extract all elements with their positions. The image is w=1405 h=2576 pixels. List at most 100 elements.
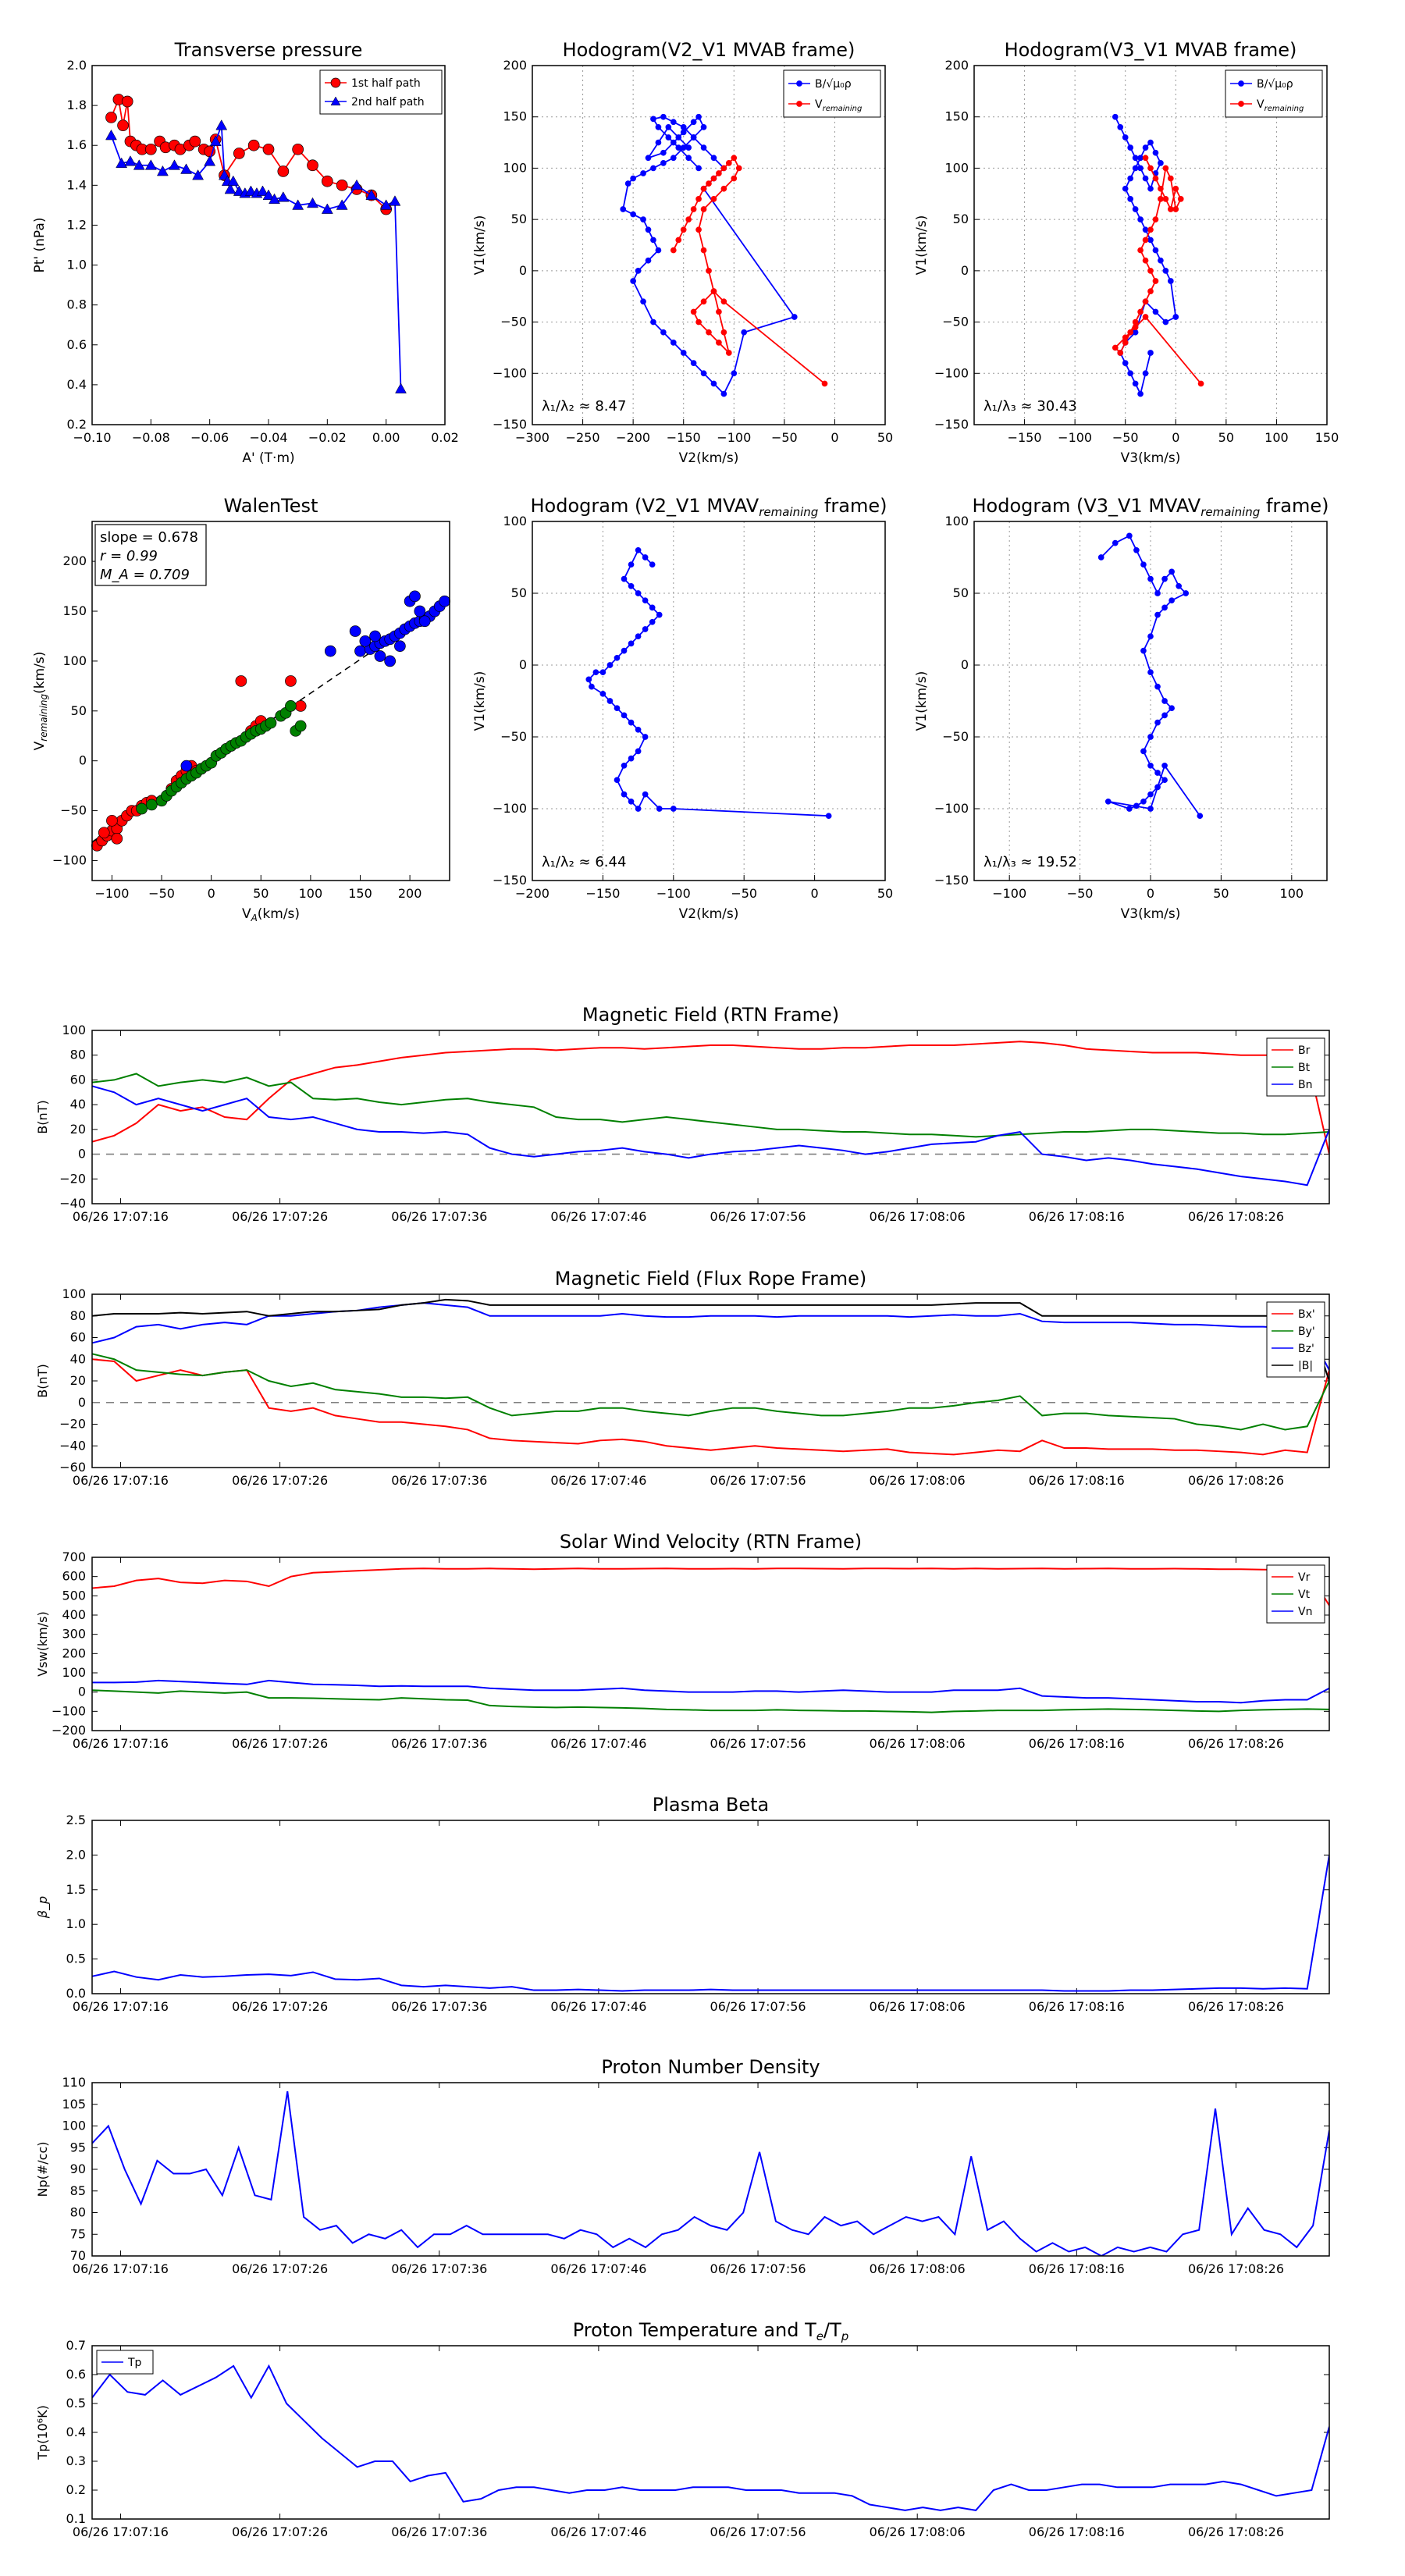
data-point bbox=[670, 340, 677, 346]
y-tick-label: −60 bbox=[59, 1460, 86, 1475]
data-point bbox=[1126, 532, 1133, 539]
data-point bbox=[720, 165, 727, 172]
y-tick-label: 400 bbox=[62, 1607, 86, 1622]
legend-label: Bn bbox=[1298, 1079, 1312, 1091]
x-tick-label: 50 bbox=[1213, 886, 1229, 901]
x-axis-label: V3(km/s) bbox=[1121, 450, 1181, 466]
eigenvalue-ratio: λ₁/λ₃ ≈ 19.52 bbox=[984, 854, 1077, 870]
x-axis-label: V2(km/s) bbox=[679, 450, 739, 466]
chart-title: Plasma Beta bbox=[653, 1794, 769, 1816]
y-tick-label: 0.8 bbox=[67, 297, 87, 312]
legend-label: B/√μ₀ρ bbox=[1257, 78, 1293, 91]
data-point bbox=[1140, 798, 1147, 805]
data-point bbox=[592, 669, 599, 676]
data-point bbox=[1147, 806, 1154, 812]
data-point bbox=[690, 308, 697, 315]
legend-label: B/√μ₀ρ bbox=[815, 78, 852, 91]
y-tick-label: 0 bbox=[519, 657, 527, 672]
data-point bbox=[144, 143, 157, 155]
data-point bbox=[145, 799, 158, 811]
series-line-Np bbox=[92, 2090, 1329, 2256]
data-point bbox=[1133, 546, 1140, 553]
data-point bbox=[655, 139, 662, 146]
x-tick-label: 06/26 17:07:46 bbox=[550, 1209, 646, 1224]
data-point bbox=[1147, 575, 1154, 582]
data-point bbox=[247, 139, 260, 151]
plot-frame bbox=[91, 1293, 1330, 1468]
data-point bbox=[1177, 196, 1184, 202]
data-point bbox=[169, 159, 180, 170]
y-tick-label: 75 bbox=[70, 2226, 86, 2241]
y-tick-label: 50 bbox=[511, 212, 527, 226]
data-point bbox=[116, 157, 128, 169]
data-point bbox=[640, 170, 646, 176]
data-point bbox=[1122, 134, 1129, 141]
data-point bbox=[645, 226, 652, 233]
data-point bbox=[680, 350, 687, 356]
x-tick-label: 06/26 17:07:36 bbox=[391, 1999, 487, 2014]
data-point bbox=[180, 760, 193, 772]
chart-title: Hodogram (V3_V1 MVAVremaining frame) bbox=[973, 495, 1329, 519]
data-point bbox=[599, 669, 606, 676]
data-point bbox=[262, 189, 275, 200]
x-tick-label: 0.02 bbox=[431, 430, 459, 445]
data-point bbox=[725, 350, 732, 356]
data-point bbox=[628, 582, 635, 589]
x-tick-label: −0.04 bbox=[249, 430, 287, 445]
eigenvalue-ratio: λ₁/λ₂ ≈ 6.44 bbox=[542, 854, 626, 870]
y-tick-label: 1.8 bbox=[67, 98, 87, 112]
series-line-Bn bbox=[92, 1085, 1329, 1187]
legend-label: Vt bbox=[1298, 1589, 1311, 1601]
data-point bbox=[1137, 165, 1144, 172]
data-point bbox=[1127, 175, 1134, 182]
data-point bbox=[1161, 604, 1168, 611]
data-point bbox=[1142, 257, 1149, 264]
data-point bbox=[640, 216, 646, 222]
data-point bbox=[706, 329, 712, 336]
data-point bbox=[265, 717, 277, 729]
x-tick-label: −150 bbox=[585, 886, 620, 901]
stat-label: M_A = 0.709 bbox=[100, 567, 190, 583]
y-axis-label: V1(km/s) bbox=[472, 671, 488, 731]
data-point bbox=[700, 206, 707, 212]
data-point bbox=[706, 180, 712, 187]
stat-label: r = 0.99 bbox=[100, 548, 158, 564]
y-tick-label: 40 bbox=[70, 1097, 86, 1112]
data-point bbox=[1152, 149, 1159, 156]
data-point bbox=[307, 197, 318, 208]
plot-frame bbox=[973, 65, 1328, 425]
data-point bbox=[1137, 390, 1144, 397]
y-tick-label: 150 bbox=[503, 109, 527, 124]
data-point bbox=[124, 155, 137, 166]
x-tick-label: 0.00 bbox=[372, 430, 400, 445]
y-tick-label: 200 bbox=[944, 58, 969, 73]
data-point bbox=[614, 777, 621, 784]
x-tick-label: 06/26 17:08:06 bbox=[870, 1736, 966, 1751]
legend-box bbox=[783, 69, 881, 118]
data-point bbox=[215, 119, 228, 130]
chart-transverse-pressure: −0.10 −0.08 −0.06 −0.04 −0.02 0.00 0.02 0.2 0.4 0… bbox=[32, 39, 459, 466]
y-tick-label: 100 bbox=[62, 1023, 86, 1037]
y-tick-label: 0.5 bbox=[66, 1952, 86, 1966]
eigenvalue-ratio: λ₁/λ₃ ≈ 30.43 bbox=[984, 398, 1077, 415]
x-tick-label: 06/26 17:07:26 bbox=[232, 1999, 328, 2014]
data-point bbox=[1154, 590, 1161, 596]
y-tick-label: −40 bbox=[59, 1438, 86, 1453]
data-point bbox=[1152, 175, 1159, 182]
data-point bbox=[1183, 590, 1190, 596]
data-point bbox=[690, 134, 697, 141]
x-tick-label: 06/26 17:07:46 bbox=[550, 2524, 646, 2539]
x-tick-label: 06/26 17:08:06 bbox=[870, 2261, 966, 2276]
x-tick-label: 06/26 17:07:16 bbox=[73, 1209, 169, 1224]
data-point bbox=[330, 96, 341, 106]
x-tick-label: 06/26 17:07:16 bbox=[73, 1999, 169, 2014]
data-point bbox=[1197, 380, 1204, 387]
y-tick-label: 80 bbox=[70, 1308, 86, 1323]
plot-frame bbox=[973, 521, 1328, 881]
data-point bbox=[227, 175, 240, 187]
x-tick-label: 06/26 17:07:36 bbox=[391, 1209, 487, 1224]
data-point bbox=[1122, 334, 1129, 341]
y-tick-label: 100 bbox=[62, 1286, 86, 1301]
x-tick-label: −100 bbox=[992, 886, 1026, 901]
y-axis-label: Tp(10⁶K) bbox=[35, 2405, 50, 2460]
